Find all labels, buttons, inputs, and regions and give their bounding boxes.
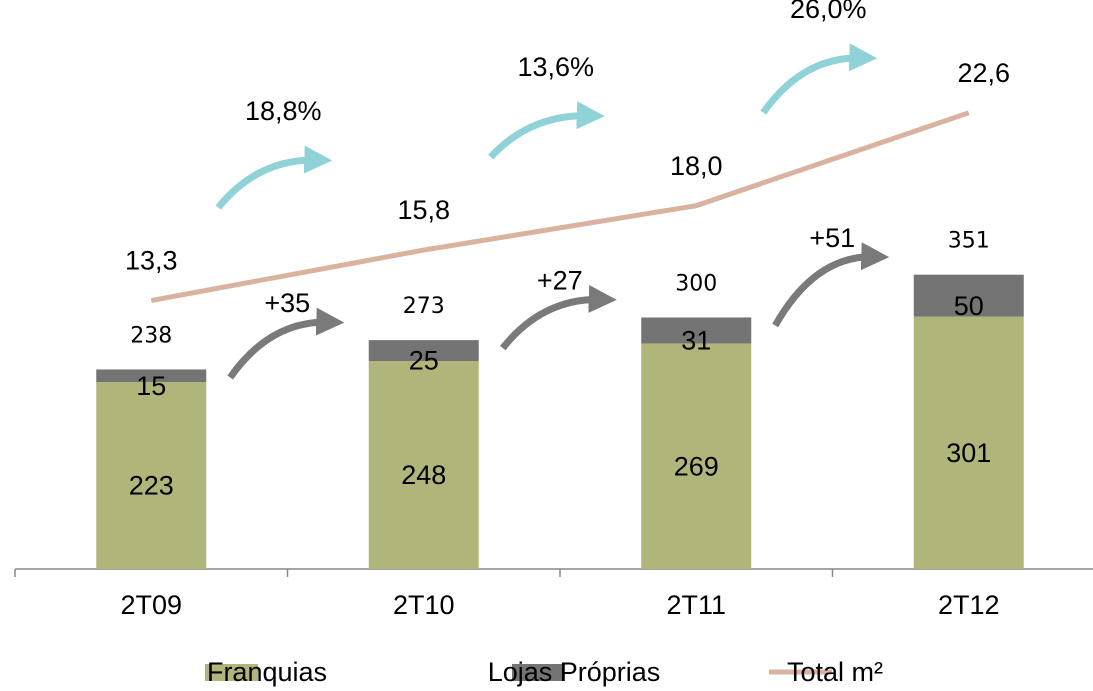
arrow: [760, 43, 878, 115]
bar-segment: [913, 274, 1024, 317]
arrow: [215, 145, 333, 210]
x-tick-label: 2T11: [666, 590, 726, 620]
legend-swatch: [205, 664, 258, 681]
legend-label: Total m²: [787, 657, 883, 687]
segment-label: 223: [129, 471, 174, 501]
segment-label: 31: [681, 326, 711, 356]
legend-label: Lojas Próprias: [488, 657, 661, 687]
line-change-label: 26,0%: [790, 0, 867, 24]
x-tick-label: 2T12: [938, 590, 1000, 620]
segment-label: 301: [946, 438, 991, 468]
line-label: 13,3: [125, 246, 178, 276]
arrow: [227, 307, 345, 380]
total-label: 300: [675, 271, 717, 296]
line-label: 15,8: [397, 195, 450, 225]
bar-change-label: +51: [809, 223, 855, 253]
total-label: 238: [130, 323, 172, 348]
line-label: 22,6: [957, 58, 1010, 88]
bar-segment: [641, 343, 752, 569]
x-tick-label: 2T09: [120, 590, 182, 620]
bar-segment: [368, 340, 479, 362]
bar-change-label: +27: [537, 266, 583, 296]
bar-change-label: +35: [264, 288, 310, 318]
segment-label: 269: [674, 451, 719, 481]
legend-swatch: [512, 664, 565, 681]
line: [150, 110, 970, 303]
segment-label: 248: [401, 460, 446, 490]
segment-label: 15: [136, 371, 166, 401]
segment-label: 50: [954, 291, 984, 321]
line-label: 18,0: [670, 151, 723, 181]
segment-label: 25: [409, 346, 439, 376]
total-label: 351: [948, 229, 990, 254]
arrow: [500, 285, 617, 351]
x-tick-label: 2T10: [393, 590, 455, 620]
bar-segment: [913, 316, 1024, 569]
arrow: [772, 242, 890, 328]
line-change-label: 18,8%: [245, 96, 322, 126]
line-change-label: 13,6%: [517, 52, 594, 82]
bar-segment: [368, 361, 479, 569]
bar-segment: [96, 369, 207, 383]
bar-segment: [96, 382, 207, 569]
legend-label: Franquias: [207, 657, 327, 687]
bar-segment: [641, 317, 752, 344]
total-label: 273: [403, 294, 445, 319]
arrow: [488, 101, 605, 160]
